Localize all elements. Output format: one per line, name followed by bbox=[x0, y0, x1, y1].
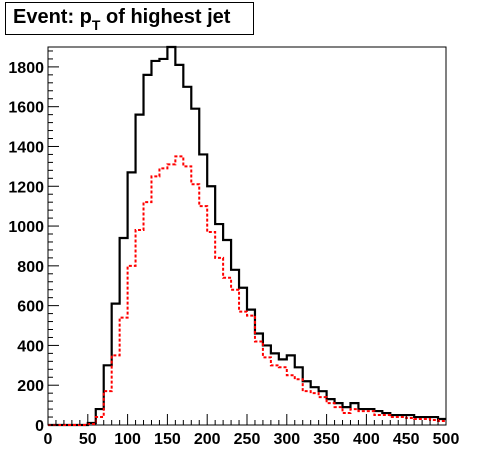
histogram-series-solid bbox=[48, 45, 446, 427]
y-tick-label: 600 bbox=[17, 299, 44, 316]
y-tick-label: 1200 bbox=[8, 179, 44, 196]
x-tick-label: 0 bbox=[44, 431, 53, 448]
chart-title: Event: pT of highest jet bbox=[13, 6, 231, 33]
y-tick-label: 200 bbox=[17, 378, 44, 395]
x-tick-label: 350 bbox=[313, 431, 340, 448]
y-tick-label: 1600 bbox=[8, 100, 44, 117]
x-tick-label: 200 bbox=[194, 431, 221, 448]
axis-layer: 0 50 100 150 200 250 300 350 400 450 500 0 200 400 600… bbox=[8, 50, 460, 448]
x-tick-label: 250 bbox=[234, 431, 261, 448]
x-tick-label: 50 bbox=[79, 431, 97, 448]
y-tick-label: 0 bbox=[35, 418, 44, 435]
chart-title-suffix: of highest jet bbox=[100, 6, 231, 28]
x-tick-label: 300 bbox=[273, 431, 300, 448]
chart-title-prefix: Event: p bbox=[13, 6, 92, 28]
chart-title-box: Event: pT of highest jet bbox=[5, 2, 254, 35]
histogram-series-dashed bbox=[48, 155, 446, 426]
x-tick-label: 150 bbox=[154, 431, 181, 448]
y-tick-label: 1000 bbox=[8, 219, 44, 236]
y-tick-label: 400 bbox=[17, 338, 44, 355]
chart-title-subscript: T bbox=[91, 17, 101, 33]
y-tick-label: 800 bbox=[17, 259, 44, 276]
series-layer bbox=[48, 45, 446, 427]
x-tick-label: 450 bbox=[393, 431, 420, 448]
plot-frame bbox=[47, 46, 447, 426]
x-tick-label: 500 bbox=[433, 431, 460, 448]
x-tick-label: 100 bbox=[114, 431, 141, 448]
y-tick-label: 1400 bbox=[8, 139, 44, 156]
y-tick-label: 1800 bbox=[8, 60, 44, 77]
x-tick-label: 400 bbox=[353, 431, 380, 448]
